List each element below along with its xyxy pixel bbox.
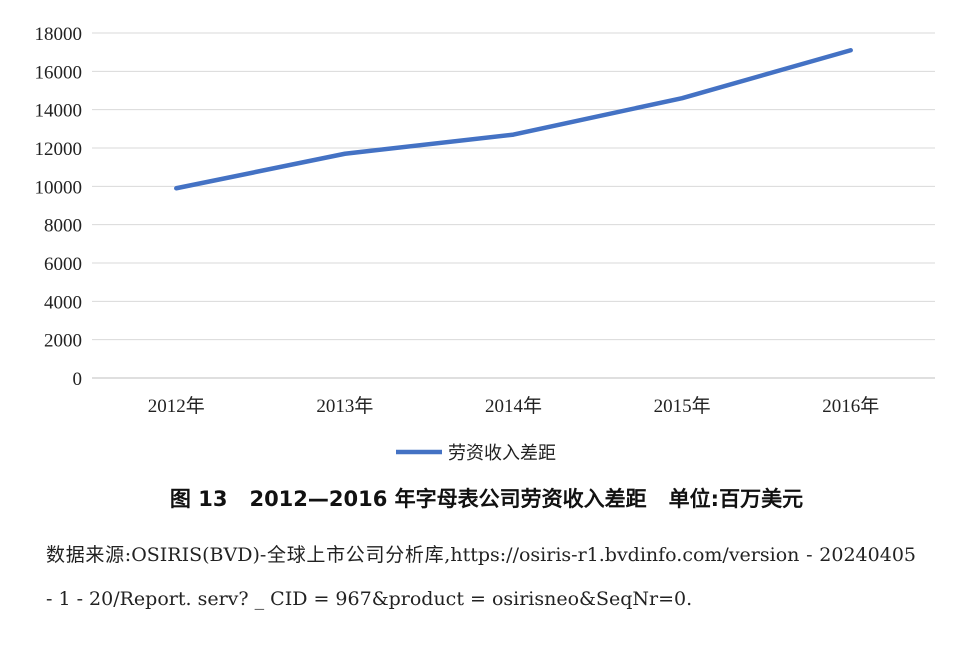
x-tick-label: 2013年 xyxy=(316,395,373,417)
line-chart: 0 2000 4000 6000 8000 10000 12000 14000 16000 180… xyxy=(35,24,935,464)
y-tick-label: 14000 xyxy=(35,101,83,122)
x-tick-label: 2016年 xyxy=(822,395,879,417)
y-tick-label: 8000 xyxy=(44,216,82,237)
y-axis-ticks: 0 2000 4000 6000 8000 10000 12000 14000 16000 180… xyxy=(35,24,83,390)
figure-number: 图 13 xyxy=(169,487,228,511)
y-tick-label: 18000 xyxy=(35,24,83,45)
gridlines xyxy=(92,32,935,379)
series-layer xyxy=(174,48,853,191)
y-tick-label: 12000 xyxy=(35,139,83,160)
y-tick-label: 2000 xyxy=(44,331,82,352)
y-tick-label: 4000 xyxy=(44,292,82,313)
x-axis-ticks: 2012年 2013年 2014年 2015年 2016年 xyxy=(148,395,879,417)
x-tick-label: 2015年 xyxy=(654,395,711,417)
figure-unit: 单位:百万美元 xyxy=(668,487,804,511)
x-tick-label: 2014年 xyxy=(485,395,542,417)
figure-caption: 图 13 2012—2016 年字母表公司劳资收入差距 单位:百万美元 xyxy=(0,483,973,513)
y-tick-label: 6000 xyxy=(44,254,82,275)
y-tick-label: 0 xyxy=(73,369,83,390)
figure-title: 2012—2016 年字母表公司劳资收入差距 xyxy=(249,487,647,511)
y-tick-label: 16000 xyxy=(35,62,83,83)
y-tick-label: 10000 xyxy=(35,177,83,198)
legend-label: 劳资收入差距 xyxy=(448,443,556,464)
source-note: 数据来源:OSIRIS(BVD)-全球上市公司分析库,https://osiri… xyxy=(46,544,916,610)
legend: 劳资收入差距 xyxy=(396,443,556,464)
x-tick-label: 2012年 xyxy=(148,395,205,417)
